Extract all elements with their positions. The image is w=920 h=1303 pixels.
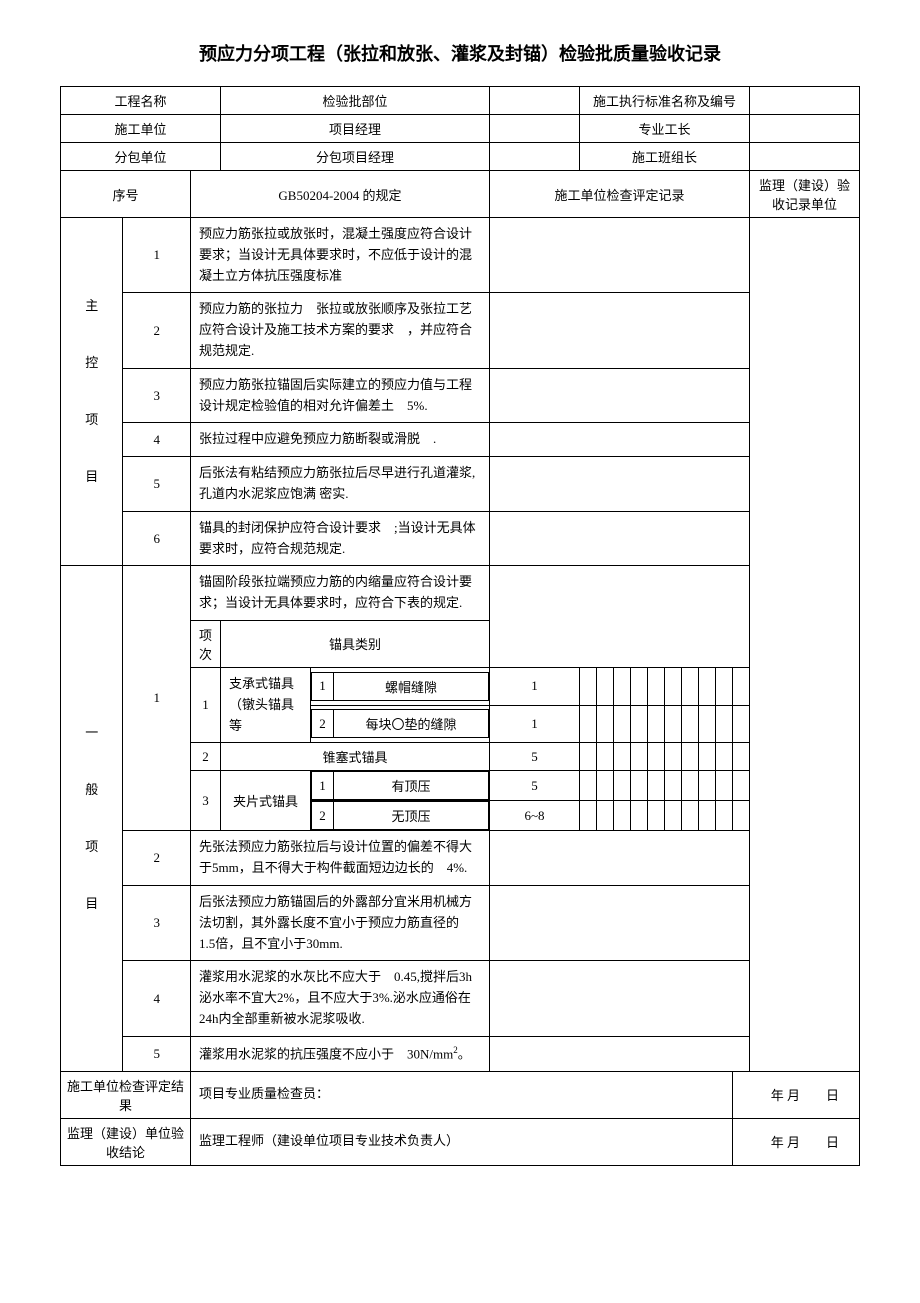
nested-row-num: 3 (191, 771, 221, 831)
main-item-desc: 预应力筋张拉或放张时，混凝土强度应符合设计要求；当设计无具体要求时，不应低于设计… (191, 218, 490, 293)
main-item-num: 3 (123, 368, 191, 423)
nested-row-name: 夹片式锚具 (221, 771, 311, 831)
check-cell (490, 831, 750, 886)
team-leader-label: 施工班组长 (580, 143, 750, 171)
batch-position-value (490, 87, 580, 115)
quality-inspector-label: 项目专业质量检查员： (191, 1071, 733, 1118)
general-item-num: 3 (123, 885, 191, 960)
general-item-num: 2 (123, 831, 191, 886)
general-item-desc: 灌浆用水泥浆的水灰比不应大于 0.45,搅拌后3h泌水率不宜大2%，且不应大于3… (191, 961, 490, 1036)
main-item-desc: 预应力筋的张拉力 张拉或放张顺序及张拉工艺应符合设计及施工技术方案的要求 ，并应… (191, 293, 490, 368)
nested-val: 5 (490, 771, 580, 801)
main-item-num: 5 (123, 457, 191, 512)
subcontract-pm-label: 分包项目经理 (221, 143, 490, 171)
date-label: 年 月 日 (733, 1118, 860, 1165)
general-item-num: 4 (123, 961, 191, 1036)
main-item-desc: 张拉过程中应避免预应力筋断裂或滑脱 . (191, 423, 490, 457)
supervisor-engineer-label: 监理工程师（建设单位项目专业技术负责人） (191, 1118, 733, 1165)
check-cell (490, 218, 750, 293)
main-item-desc: 后张法有粘结预应力筋张拉后尽早进行孔道灌浆,孔道内水泥浆应饱满 密实. (191, 457, 490, 512)
supervisor-result-label: 监理（建设）单位验收结论 (61, 1118, 191, 1165)
supervisor-record-header: 监理（建设）验收记录单位 (750, 171, 860, 218)
general-item5-desc: 灌浆用水泥浆的抗压强度不应小于 30N/mm2。 (191, 1036, 490, 1071)
check-cell (490, 511, 750, 566)
nested-row-num: 1 (191, 667, 221, 742)
nested-sublabel: 有顶压 (334, 772, 489, 800)
team-leader-value (750, 143, 860, 171)
nested-val: 6~8 (490, 801, 580, 831)
inspection-form-table: 工程名称 检验批部位 施工执行标准名称及编号 施工单位 项目经理 专业工长 分包… (60, 86, 860, 1166)
general-section-label: 一般项目 (61, 566, 123, 1071)
subcontract-pm-value (490, 143, 580, 171)
general-item-num: 1 (123, 566, 191, 831)
nested-subnum: 2 (312, 802, 334, 830)
main-item-num: 4 (123, 423, 191, 457)
check-cell (490, 566, 750, 668)
check-cell (490, 293, 750, 368)
exec-standard-value (750, 87, 860, 115)
nested-val: 5 (490, 743, 580, 771)
main-item-num: 2 (123, 293, 191, 368)
check-cell (490, 961, 750, 1036)
check-cell (490, 885, 750, 960)
nested-sublabel: 无顶压 (334, 802, 489, 830)
batch-position-label: 检验批部位 (221, 87, 490, 115)
check-cell (580, 667, 597, 705)
regulation-header: GB50204-2004 的规定 (191, 171, 490, 218)
general-item-desc: 先张法预应力筋张拉后与设计位置的偏差不得大于5mm，且不得大于构件截面短边边长的… (191, 831, 490, 886)
foreman-label: 专业工长 (580, 115, 750, 143)
construction-unit-label: 施工单位 (61, 115, 221, 143)
nested-col2-header: 锚具类别 (221, 620, 490, 667)
subcontract-unit-label: 分包单位 (61, 143, 221, 171)
nested-sublabel: 螺帽缝隙 (334, 672, 489, 700)
nested-row-name: 支承式锚具（镦头锚具等 (221, 667, 311, 742)
main-section-label: 主控项目 (61, 218, 123, 566)
nested-subnum: 2 (312, 710, 334, 738)
general-item-desc: 后张法预应力筋锚固后的外露部分宜米用机械方法切割，其外露长度不宜小于预应力筋直径… (191, 885, 490, 960)
nested-val: 1 (490, 705, 580, 743)
nested-col1-header: 项次 (191, 620, 221, 667)
nested-subnum: 1 (312, 772, 334, 800)
exec-standard-label: 施工执行标准名称及编号 (580, 87, 750, 115)
project-name-label: 工程名称 (61, 87, 221, 115)
main-item-desc: 锚具的封闭保护应符合设计要求 ;当设计无具体要求时，应符合规范规定. (191, 511, 490, 566)
project-manager-label: 项目经理 (221, 115, 490, 143)
check-cell (490, 1036, 750, 1071)
main-item-desc: 预应力筋张拉锚固后实际建立的预应力值与工程设计规定检验值的相对允许偏差土 5%. (191, 368, 490, 423)
nested-row-name: 锥塞式锚具 (221, 743, 490, 771)
main-item-num: 1 (123, 218, 191, 293)
main-item-num: 6 (123, 511, 191, 566)
nested-sublabel: 每块〇垫的缝隙 (334, 710, 489, 738)
page-title: 预应力分项工程（张拉和放张、灌浆及封锚）检验批质量验收记录 (60, 40, 860, 66)
date-label: 年 月 日 (733, 1071, 860, 1118)
check-cell (490, 423, 750, 457)
general-item-num: 5 (123, 1036, 191, 1071)
check-cell (490, 368, 750, 423)
foreman-value (750, 115, 860, 143)
nested-row-num: 2 (191, 743, 221, 771)
check-cell (490, 457, 750, 512)
check-record-header: 施工单位检查评定记录 (490, 171, 750, 218)
seq-header: 序号 (61, 171, 191, 218)
supervisor-record-cell (750, 218, 860, 1072)
project-manager-value (490, 115, 580, 143)
general-item1-intro: 锚固阶段张拉端预应力筋的内缩量应符合设计要求；当设计无具体要求时，应符合下表的规… (191, 566, 490, 621)
nested-subnum: 1 (312, 672, 334, 700)
construction-result-label: 施工单位检查评定结果 (61, 1071, 191, 1118)
nested-val: 1 (490, 667, 580, 705)
